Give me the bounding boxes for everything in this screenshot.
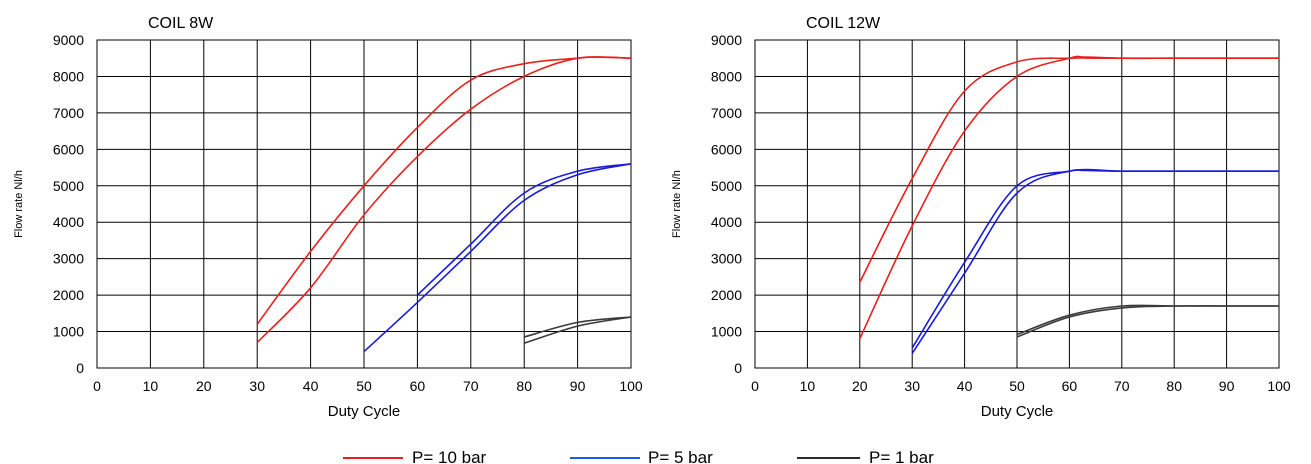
x-tick-label: 80 — [1166, 378, 1182, 394]
x-tick-label: 30 — [249, 378, 265, 394]
y-tick-label: 5000 — [53, 178, 84, 194]
x-axis-label: Duty Cycle — [981, 403, 1054, 420]
y-tick-label: 0 — [734, 360, 742, 376]
chart-title: COIL 12W — [806, 15, 881, 32]
x-tick-label: 90 — [570, 378, 586, 394]
x-tick-label: 60 — [1062, 378, 1078, 394]
x-tick-label: 70 — [1114, 378, 1130, 394]
y-tick-label: 7000 — [711, 105, 742, 121]
y-tick-label: 4000 — [711, 214, 742, 230]
x-tick-label: 40 — [303, 378, 319, 394]
x-tick-label: 0 — [751, 378, 759, 394]
y-tick-label: 7000 — [53, 105, 84, 121]
plot-frame — [96, 39, 632, 369]
x-tick-label: 50 — [1009, 378, 1025, 394]
y-tick-label: 8000 — [53, 68, 84, 84]
chart-legend: P= 10 bar P= 5 bar P= 1 bar — [343, 448, 934, 464]
y-tick-label: 9000 — [53, 32, 84, 48]
y-tick-label: 4000 — [53, 214, 84, 230]
series-line-2 — [416, 163, 632, 296]
x-tick-label: 100 — [619, 378, 643, 394]
x-tick-label: 20 — [852, 378, 868, 394]
series-line-1 — [256, 56, 632, 344]
y-tick-label: 8000 — [711, 68, 742, 84]
y-tick-label: 6000 — [711, 141, 742, 157]
series-line-5 — [1016, 305, 1279, 338]
y-tick-label: 2000 — [53, 287, 84, 303]
legend-label-0: P= 10 bar — [412, 448, 487, 464]
y-tick-label: 3000 — [711, 251, 742, 267]
x-tick-label: 10 — [143, 378, 159, 394]
x-axis-label: Duty Cycle — [328, 403, 401, 420]
series-line-3 — [911, 168, 1279, 354]
x-tick-label: 70 — [463, 378, 479, 394]
y-tick-label: 0 — [76, 360, 84, 376]
y-tick-label: 5000 — [711, 178, 742, 194]
series-line-3 — [363, 163, 632, 353]
y-axis-label: Flow rate Nl/h — [13, 170, 25, 238]
series-line-4 — [1016, 304, 1279, 336]
chart-0: 0 10 20 30 40 50 60 70 80 90 100010002000300040005… — [13, 15, 643, 420]
x-tick-label: 50 — [356, 378, 372, 394]
x-tick-label: 10 — [800, 378, 816, 394]
y-tick-label: 3000 — [53, 251, 84, 267]
y-tick-label: 9000 — [711, 32, 742, 48]
series-line-1 — [859, 55, 1279, 340]
x-tick-label: 60 — [410, 378, 426, 394]
series-line-4 — [523, 316, 632, 338]
series-line-5 — [523, 316, 632, 344]
x-tick-label: 80 — [516, 378, 532, 394]
x-tick-label: 30 — [904, 378, 920, 394]
y-tick-label: 1000 — [711, 324, 742, 340]
chart-1: 0 10 20 30 40 50 60 70 80 90 100010002000300040005… — [671, 15, 1291, 420]
y-tick-label: 1000 — [53, 324, 84, 340]
y-tick-label: 2000 — [711, 287, 742, 303]
plot-frame — [754, 39, 1280, 369]
legend-label-1: P= 5 bar — [648, 448, 713, 464]
legend-label-2: P= 1 bar — [869, 448, 934, 464]
chart-title: COIL 8W — [148, 15, 214, 32]
x-tick-label: 40 — [957, 378, 973, 394]
y-axis-label: Flow rate Nl/h — [671, 170, 683, 238]
x-tick-label: 90 — [1219, 378, 1235, 394]
charts-area: 0 10 20 30 40 50 60 70 80 90 100010002000300040005… — [13, 15, 1291, 420]
x-tick-label: 0 — [93, 378, 101, 394]
y-tick-label: 6000 — [53, 141, 84, 157]
x-tick-label: 100 — [1267, 378, 1291, 394]
x-tick-label: 20 — [196, 378, 212, 394]
